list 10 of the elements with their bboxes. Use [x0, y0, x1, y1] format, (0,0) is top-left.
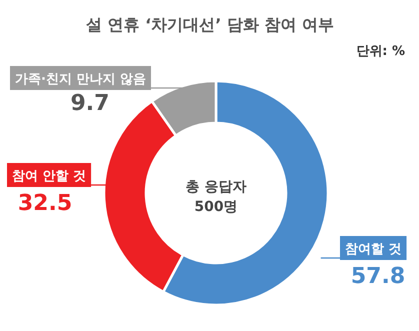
- slice-label: 가족·친지 만나지 않음: [15, 72, 146, 87]
- title: 설 연휴 ‘차기대선’ 담화 참여 여부: [86, 15, 334, 34]
- slice-label: 참여 안할 것: [12, 169, 86, 184]
- data-label: 9.7: [70, 91, 110, 116]
- annotation: 단위: %: [356, 44, 405, 59]
- annotation: 총 응답자: [186, 179, 246, 195]
- data-label: 32.5: [18, 191, 72, 216]
- data-label: 57.8: [350, 264, 406, 289]
- annotation: 500명: [194, 199, 238, 215]
- slice-label: 참여할 것: [345, 242, 402, 257]
